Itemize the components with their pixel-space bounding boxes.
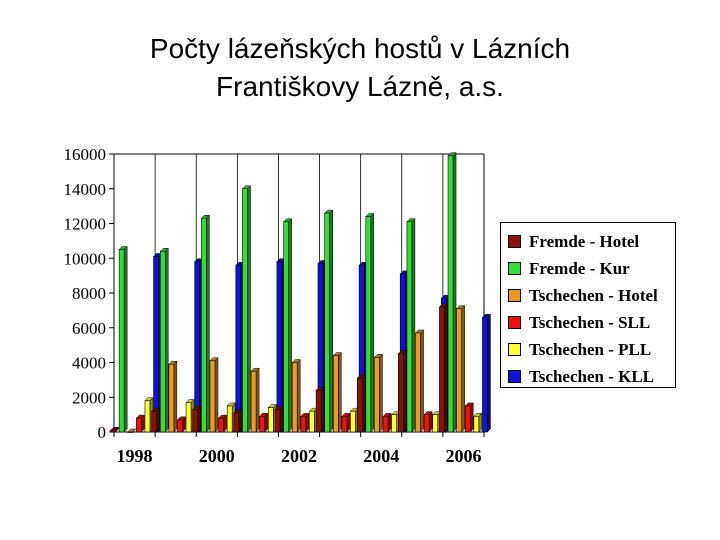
y-tick-label: 14000: [64, 180, 107, 199]
legend-label: Tschechen - KLL: [529, 366, 655, 386]
bar-fremde-kur-2000: [200, 214, 210, 433]
bar-tschechen-sll-2001: [259, 412, 269, 433]
bar-tschechen-hotel-2005: [414, 329, 425, 433]
bar-tschechen-hotel-2000: [209, 357, 219, 433]
bar-fremde-kur-2005: [406, 218, 416, 433]
y-tick-label: 2000: [72, 388, 106, 407]
legend-label: Tschechen - SLL: [529, 312, 651, 332]
x-tick-label: 2004: [363, 446, 399, 466]
bar-fremde-hotel-2001: [233, 409, 243, 433]
legend-item: Tschechen - Hotel: [508, 282, 675, 309]
legend-swatch: [508, 316, 521, 329]
bar-fremde-hotel-2003: [315, 386, 325, 433]
bar-tschechen-sll-2006: [464, 402, 474, 433]
legend-label: Fremde - Kur: [529, 258, 630, 278]
legend-item: Fremde - Kur: [508, 255, 675, 282]
legend-item: Fremde - Hotel: [508, 228, 675, 255]
y-tick-label: 12000: [64, 215, 107, 234]
x-tick-label: 1998: [117, 446, 153, 466]
bar-fremde-kur-2004: [365, 212, 375, 433]
y-tick-label: 8000: [72, 284, 106, 303]
bar-fremde-hotel-2000: [192, 405, 202, 433]
bar-fremde-hotel-2006: [438, 303, 449, 433]
bar-fremde-kur-2006: [447, 152, 457, 433]
bar-tschechen-sll-2005: [423, 411, 433, 433]
bar-tschechen-sll-1998: [135, 414, 145, 433]
bar-fremde-kur-1998: [118, 245, 128, 433]
bar-fremde-kur-2001: [241, 185, 252, 433]
bar-tschechen-sll-2003: [341, 412, 351, 433]
chart-title: Počty lázeňských hostů v Lázních Františ…: [0, 30, 720, 106]
x-tick-label: 2000: [199, 446, 235, 466]
legend-swatch: [508, 235, 521, 248]
bar-tschechen-pll-2006: [473, 412, 483, 433]
bar-tschechen-sll-1999: [176, 416, 187, 433]
bar-tschechen-sll-2004: [382, 412, 392, 433]
bar-tschechen-hotel-1998: [127, 428, 137, 433]
x-tick-label: 2002: [281, 446, 317, 466]
legend-swatch: [508, 289, 521, 302]
legend-item: Tschechen - SLL: [508, 309, 675, 336]
legend-item: Tschechen - KLL: [508, 363, 675, 390]
x-tick-label: 2006: [445, 446, 481, 466]
bar-fremde-hotel-2004: [356, 374, 366, 433]
bar-fremde-kur-2002: [282, 218, 293, 433]
bar-fremde-kur-2003: [324, 209, 334, 433]
chart-title-line-1: Počty lázeňských hostů v Lázních: [149, 33, 571, 64]
y-tick-label: 10000: [64, 249, 107, 268]
bar-tschechen-hotel-2003: [332, 351, 342, 433]
legend-swatch: [508, 370, 521, 383]
bar-tschechen-kll-2006: [481, 313, 492, 433]
bar-fremde-hotel-1998: [109, 426, 120, 433]
legend-swatch: [508, 262, 521, 275]
bar-fremde-hotel-1999: [151, 407, 161, 433]
bar-tschechen-sll-2002: [300, 412, 310, 433]
bar-tschechen-hotel-2006: [456, 305, 466, 433]
bar-fremde-kur-1999: [159, 247, 169, 433]
chart-title-line-2: Františkovy Lázně, a.s.: [216, 71, 504, 102]
bar-tschechen-hotel-2002: [291, 358, 301, 433]
legend-label: Tschechen - Hotel: [529, 285, 658, 305]
y-tick-label: 0: [98, 423, 107, 442]
chart-legend: Fremde - Hotel Fremde - Kur Tschechen - Ho…: [500, 222, 676, 388]
y-tick-label: 16000: [64, 145, 107, 164]
legend-swatch: [508, 343, 521, 356]
bar-tschechen-hotel-1999: [168, 360, 178, 433]
legend-label: Fremde - Hotel: [529, 231, 640, 251]
legend-item: Tschechen - PLL: [508, 336, 675, 363]
y-tick-label: 4000: [72, 354, 106, 373]
y-tick-label: 6000: [72, 319, 106, 338]
bar-tschechen-hotel-2001: [250, 367, 260, 433]
legend-label: Tschechen - PLL: [529, 339, 652, 359]
bar-fremde-hotel-2005: [397, 350, 407, 433]
bar-tschechen-sll-2000: [217, 414, 228, 433]
bar-tschechen-hotel-2004: [373, 353, 384, 433]
bar-fremde-hotel-2002: [274, 405, 284, 433]
